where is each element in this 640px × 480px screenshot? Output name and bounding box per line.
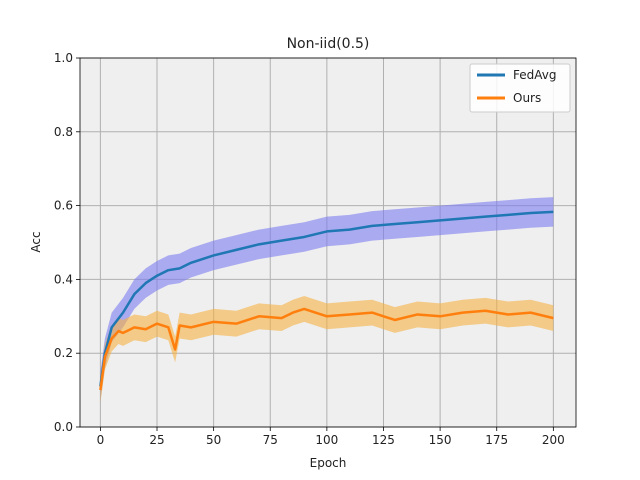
axis-ticks: 0 25 50 75 100 125 150 175 200 0.0 0.2 0.4 0.6 0.8 1.0 [54,51,565,447]
series-group [99,197,554,404]
x-tick-label: 175 [485,433,508,447]
x-tick-label: 75 [263,433,278,447]
legend-label-fedavg: FedAvg [513,68,556,82]
legend-label-ours: Ours [513,91,541,105]
grid [80,57,576,428]
y-axis-label: Acc [29,231,43,252]
x-axis-label: Epoch [310,456,347,470]
x-tick-label: 125 [372,433,395,447]
y-tick-label: 0.4 [54,272,73,286]
x-tick-label: 25 [149,433,164,447]
x-tick-label: 150 [429,433,452,447]
chart-title: Non-iid(0.5) [287,36,370,52]
plot-frame [79,57,577,428]
y-tick-label: 0.2 [54,346,73,360]
y-tick-label: 1.0 [54,51,73,65]
legend: FedAvg Ours [469,63,571,113]
fedavg-confidence-band [100,197,554,402]
ours-line [99,307,554,391]
y-tick-label: 0.8 [54,125,73,139]
y-tick-label: 0.6 [54,199,73,213]
x-tick-label: 100 [315,433,338,447]
fedavg-line [99,210,554,387]
x-tick-label: 0 [97,433,105,447]
x-tick-label: 200 [542,433,565,447]
x-tick-label: 50 [206,433,221,447]
y-tick-label: 0.0 [54,420,73,434]
